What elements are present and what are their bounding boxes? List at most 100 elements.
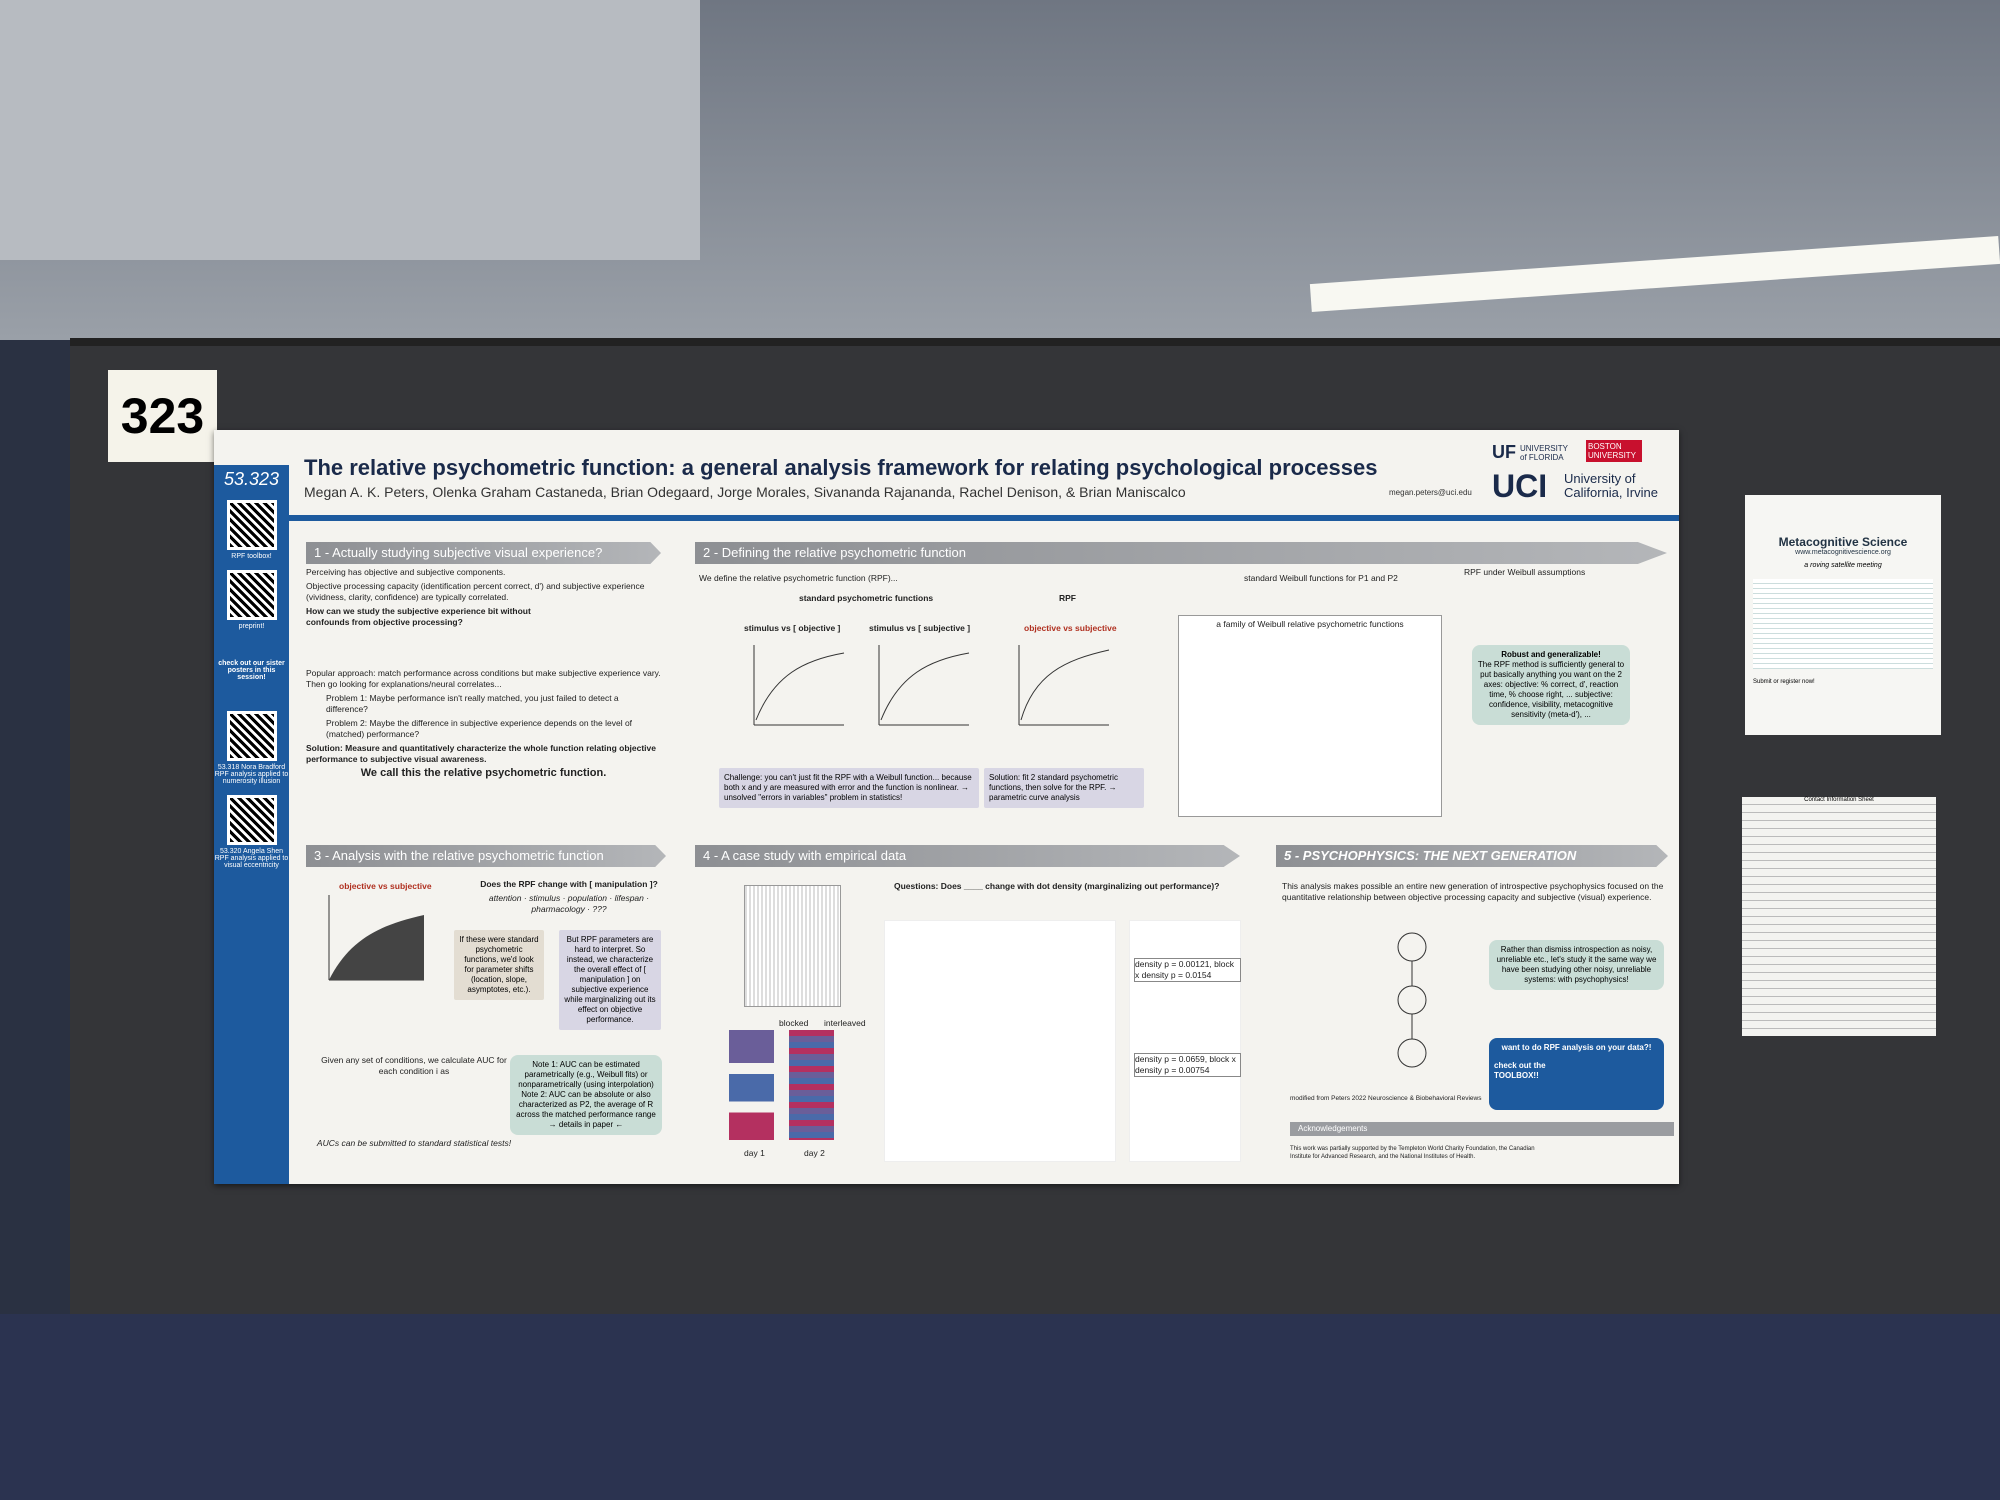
sidebar-text: check out our sister posters in this ses…	[218, 660, 285, 681]
node	[1397, 985, 1427, 1015]
label: objective vs subjective	[339, 881, 432, 891]
curve	[753, 645, 845, 726]
info-box: But RPF parameters are hard to interpret…	[559, 930, 661, 1030]
flyer-subtitle: a roving satellite meeting	[1804, 562, 1882, 569]
paragraph: This analysis makes possible an entire n…	[1282, 881, 1664, 902]
sidebar-text: preprint!	[238, 623, 265, 630]
note-text: The RPF method is sufficiently general t…	[1477, 660, 1625, 719]
sidebar-text: RPF toolbox!	[231, 553, 272, 560]
section-heading: 4 - A case study with empirical data	[695, 845, 1240, 867]
divider	[289, 515, 1679, 521]
qr-code	[226, 570, 277, 620]
section: 2 - Defining the relative psychometric f…	[695, 542, 1667, 564]
sign-in-sheet: Contact Information Sheet	[1742, 797, 1936, 1036]
paragraph: AUCs can be submitted to standard statis…	[316, 1138, 512, 1148]
label: Does the RPF change with [ manipulation …	[480, 879, 658, 889]
note: → details in paper ←	[548, 1120, 624, 1129]
flyer-title: Metacognitive Science	[1778, 535, 1908, 549]
acknowledgements-heading: Acknowledgements	[1290, 1122, 1674, 1136]
logo: UF	[1492, 442, 1516, 462]
auc-figure	[328, 895, 424, 981]
interleaved-design	[789, 1030, 834, 1140]
weibull-family-figure: a family of Weibull relative psychometri…	[1178, 615, 1442, 817]
toolbox-box: want to do RPF analysis on your data?! c…	[1489, 1038, 1664, 1110]
section: 3 - Analysis with the relative psychomet…	[306, 845, 666, 867]
logo: University of California, Irvine	[1564, 471, 1658, 500]
section-heading: 1 - Actually studying subjective visual …	[306, 542, 661, 564]
sidebar-text: 53.318 Nora Bradford RPF analysis applie…	[214, 764, 289, 785]
label: a family of Weibull relative psychometri…	[1216, 619, 1404, 629]
section: 4 - A case study with empirical data	[695, 845, 1240, 867]
solution-box: Solution: fit 2 standard psychometric fu…	[984, 768, 1144, 808]
note: Note 1: AUC can be estimated parametrica…	[518, 1060, 654, 1089]
note-title: Robust and generalizable!	[1501, 650, 1601, 659]
stats-label: density p = 0.0659, block x density p = …	[1134, 1053, 1241, 1077]
paragraph: Popular approach: match performance acro…	[306, 668, 661, 689]
auc-bar-plots	[1129, 920, 1241, 1162]
paragraph: We define the relative psychometric func…	[699, 573, 898, 583]
paragraph: Objective processing capacity (identific…	[306, 581, 645, 602]
note: Note 2: AUC can be absolute or also char…	[516, 1090, 656, 1119]
poster-id: 53.323	[223, 469, 280, 489]
block-design	[729, 1030, 774, 1140]
node	[1397, 932, 1427, 962]
rpf-data-plots	[884, 920, 1116, 1162]
node	[1397, 1038, 1427, 1068]
acknowledgements: This work was partially supported by the…	[1290, 1146, 1535, 1160]
curve	[1018, 645, 1110, 726]
paragraph: How can we study the subjective experien…	[306, 606, 531, 627]
note-box: Robust and generalizable! The RPF method…	[1472, 645, 1630, 725]
section: 5 - PSYCHOPHYSICS: THE NEXT GENERATION	[1276, 845, 1668, 867]
qr-code	[226, 711, 277, 761]
qr-code	[226, 500, 277, 550]
poster-title: The relative psychometric function: a ge…	[304, 455, 1378, 480]
toolbox-text: check out the TOOLBOX!!	[1494, 1061, 1546, 1080]
sidebar-text: 53.320 Angela Shen RPF analysis applied …	[214, 848, 289, 869]
label: attention · stimulus · population · life…	[488, 893, 650, 914]
logo: UNIVERSITY of FLORIDA	[1520, 444, 1568, 462]
paragraph: Perceiving has objective and subjective …	[306, 567, 506, 577]
ceiling-beam	[0, 0, 700, 260]
stats-label: density p = 0.00121, block x density p =…	[1134, 958, 1241, 982]
sheet-title: Contact Information Sheet	[1742, 797, 1936, 803]
label: interleaved	[824, 1018, 866, 1028]
email: megan.peters@uci.edu	[1389, 488, 1472, 497]
section: 1 - Actually studying subjective visual …	[306, 542, 661, 782]
label: stimulus vs [ subjective ]	[869, 623, 971, 633]
challenge-box: Challenge: you can't just fit the RPF wi…	[719, 768, 979, 808]
section-heading: 5 - PSYCHOPHYSICS: THE NEXT GENERATION	[1276, 845, 1668, 867]
label: day 1	[744, 1148, 765, 1158]
label: blocked	[779, 1018, 809, 1028]
paragraph: Solution: Measure and quantitatively cha…	[306, 743, 656, 764]
section-heading: 2 - Defining the relative psychometric f…	[695, 542, 1667, 564]
flyer-text	[1753, 579, 1933, 669]
paragraph: Given any set of conditions, we calculat…	[321, 1055, 507, 1076]
poster-authors: Megan A. K. Peters, Olenka Graham Castan…	[304, 484, 1186, 500]
flyer: Metacognitive Science www.metacognitives…	[1745, 495, 1941, 735]
model-diagram	[1397, 932, 1427, 1068]
section-heading: 3 - Analysis with the relative psychomet…	[306, 845, 666, 867]
label: RPF	[1059, 593, 1076, 603]
poster-number: 323	[108, 370, 217, 462]
poster: 53.323 RPF toolbox! preprint! check out …	[214, 430, 1679, 1184]
logo: BOSTON UNIVERSITY	[1586, 440, 1642, 462]
label: RPF under Weibull assumptions	[1464, 567, 1586, 577]
illustration	[306, 631, 661, 665]
label: objective vs subjective	[1024, 623, 1117, 633]
psychometric-curves	[753, 645, 1110, 726]
stimulus-figure	[744, 885, 841, 1007]
floor	[0, 1314, 2000, 1500]
sidebar: 53.323 RPF toolbox! preprint! check out …	[214, 465, 289, 1184]
citation: modified from Peters 2022 Neuroscience &…	[1290, 1095, 1482, 1102]
qr-code	[226, 795, 277, 845]
note-box: Rather than dismiss introspection as noi…	[1489, 940, 1664, 990]
paragraph: Problem 2: Maybe the difference in subje…	[326, 718, 633, 739]
toolbox-text: want to do RPF analysis on your data?!	[1501, 1043, 1652, 1052]
flyer-url: www.metacognitivescience.org	[1795, 549, 1891, 556]
paragraph: Problem 1: Maybe performance isn't reall…	[326, 693, 619, 714]
label: stimulus vs [ objective ]	[744, 623, 841, 633]
logo: UCI	[1492, 468, 1548, 504]
label: Questions: Does ____ change with dot den…	[894, 881, 1220, 891]
info-box: If these were standard psychometric func…	[454, 930, 544, 1000]
